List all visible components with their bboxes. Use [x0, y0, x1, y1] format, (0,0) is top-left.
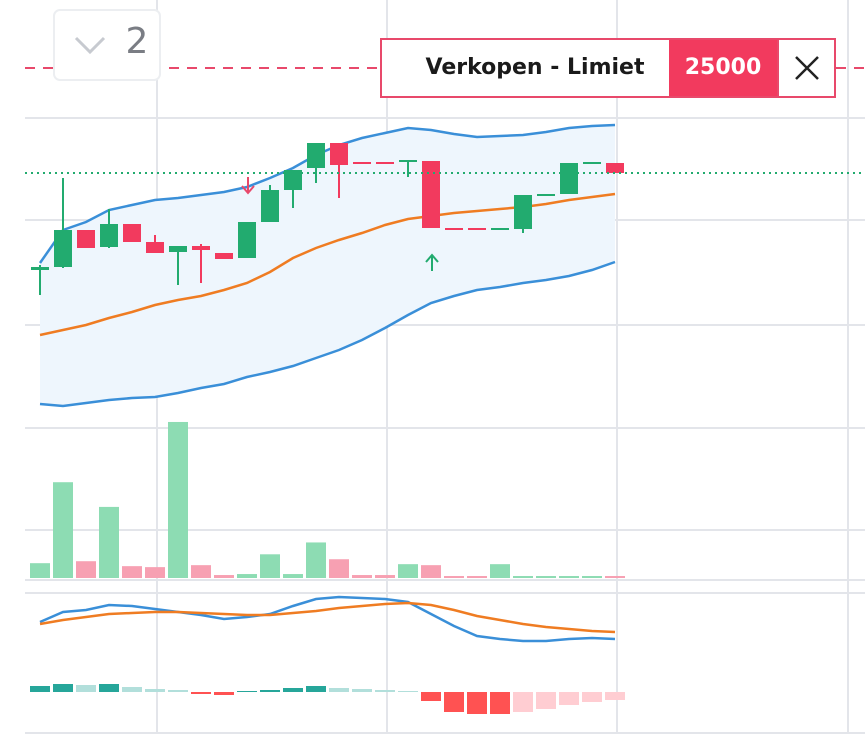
histogram-bar [237, 691, 257, 692]
histogram-bar [283, 688, 303, 692]
order-price: 25000 [685, 55, 762, 80]
histogram-bar [582, 692, 602, 702]
sell-marker [241, 177, 255, 195]
volume-bar [99, 506, 119, 578]
volume-bar [283, 574, 303, 578]
histogram-bar [76, 685, 96, 692]
histogram-bar [260, 690, 280, 692]
candle-body [606, 163, 624, 173]
histogram-bar [444, 692, 464, 712]
volume-bar [559, 576, 579, 578]
histogram-bar [214, 692, 234, 695]
volume-bar [582, 576, 602, 578]
histogram-bar [536, 692, 556, 709]
histogram-bar [513, 692, 533, 712]
volume-bar [168, 421, 188, 578]
candle-body [560, 163, 578, 194]
chevron-icon [74, 36, 106, 55]
histogram-bar [467, 692, 487, 714]
candle-body [422, 161, 440, 228]
candle-body [583, 162, 601, 164]
candle-body [537, 194, 555, 196]
plot [30, 123, 625, 714]
volume-bar [260, 554, 280, 578]
volume-bar [329, 559, 349, 578]
histogram-bar [191, 692, 211, 694]
volume-bar [605, 576, 625, 578]
volume-bar [306, 542, 326, 578]
candle-body [330, 143, 348, 165]
histogram-bar [352, 689, 372, 692]
volume-bar [145, 567, 165, 578]
candle-body [261, 190, 279, 222]
volume-bar [490, 564, 510, 578]
band-line [39, 260, 616, 408]
candle-body [215, 253, 233, 259]
candle-body [376, 162, 394, 164]
histogram-bar [490, 692, 510, 714]
volume-bar [536, 576, 556, 578]
histogram-bar [30, 686, 50, 692]
histogram-bar [375, 690, 395, 692]
histogram-bar [168, 690, 188, 692]
buy-marker [425, 253, 439, 271]
order-price-box [669, 40, 778, 96]
candle-body [491, 228, 509, 230]
volume-bar [122, 566, 142, 578]
histogram-bar [306, 686, 326, 692]
macd-line [39, 595, 616, 643]
volume-bar [191, 565, 211, 578]
volume-bar [30, 563, 50, 578]
volume-bar [237, 574, 257, 578]
histogram-bar [329, 688, 349, 692]
candle-body [353, 162, 371, 164]
candle-body [192, 246, 210, 250]
histogram-bar [605, 692, 625, 700]
volume-bar [53, 482, 73, 578]
volume-bar [398, 564, 418, 578]
candle-body [468, 228, 486, 230]
volume-bar [375, 575, 395, 578]
band-line [38, 123, 616, 264]
histogram-bar [398, 691, 418, 692]
histogram-bar [421, 692, 441, 701]
histogram-bar [559, 692, 579, 705]
candle-body [284, 170, 302, 190]
histogram-bar [122, 687, 142, 692]
candle-body [307, 143, 325, 168]
candle-body [54, 230, 72, 267]
histogram-bar [145, 689, 165, 692]
indicator-count: 2 [126, 21, 149, 62]
histogram-bar [53, 684, 73, 692]
candle-body [169, 246, 187, 252]
candle-body [399, 160, 417, 162]
candle-body [31, 267, 49, 270]
candle-body [123, 224, 141, 242]
histogram-bar [99, 684, 119, 692]
indicator-toggle[interactable] [53, 9, 161, 81]
band-fill [40, 125, 615, 406]
volume-bar [214, 575, 234, 578]
volume-bar [444, 576, 464, 578]
volume-bar [421, 565, 441, 578]
order-box[interactable]: Verkopen - Limiet 25000 [380, 38, 836, 98]
collapsed-indicators[interactable]: 2 [53, 9, 161, 81]
candle-body [238, 222, 256, 258]
volume-bar [513, 576, 533, 578]
candle-body [77, 230, 95, 248]
candle-body [445, 228, 463, 230]
candle-body [514, 195, 532, 229]
cancel-order-button[interactable] [795, 56, 819, 80]
candle-body [146, 242, 164, 253]
candle-body [100, 224, 118, 247]
volume-bar [76, 561, 96, 578]
macd-line [39, 601, 616, 634]
order-label: Verkopen - Limiet [426, 55, 645, 80]
volume-bar [352, 575, 372, 578]
volume-bar [467, 576, 487, 578]
